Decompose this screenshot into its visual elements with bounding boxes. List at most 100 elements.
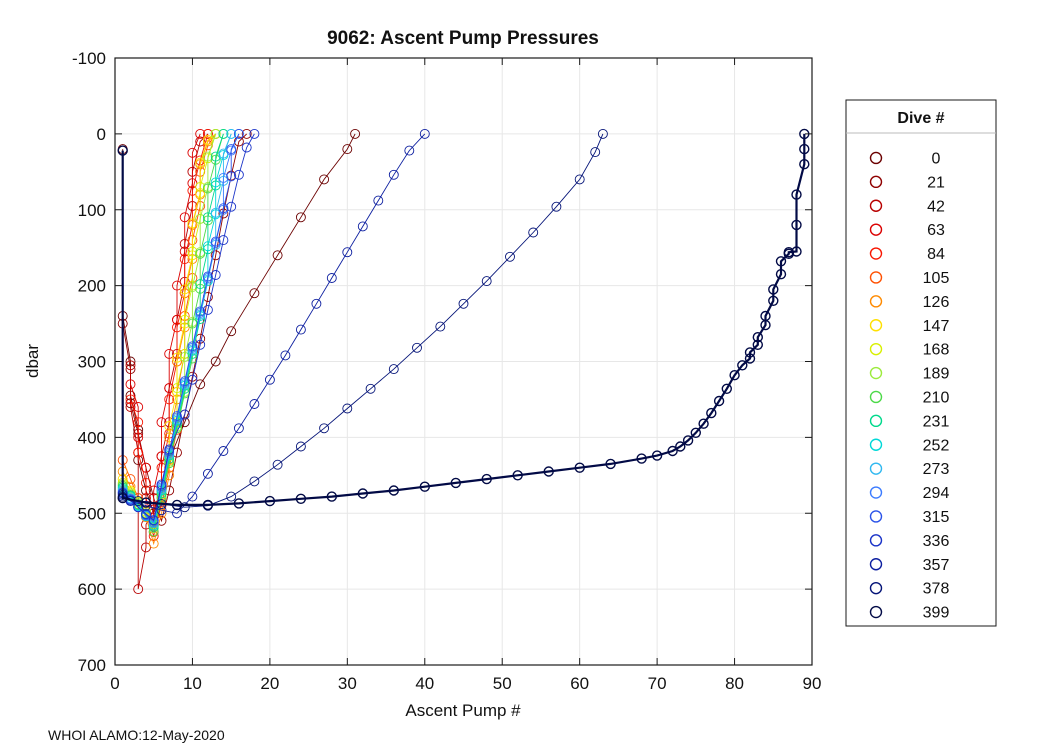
data-point-marker (574, 174, 585, 185)
y-tick-label: 300 (78, 353, 106, 372)
data-point-marker (226, 201, 237, 212)
data-point-marker (125, 379, 136, 390)
x-tick-label: 70 (648, 674, 667, 693)
legend-marker-icon (869, 438, 883, 451)
legend-item-84: 84 (869, 246, 945, 263)
data-point-marker (187, 178, 198, 189)
data-point-marker (791, 246, 802, 257)
data-point-marker (125, 402, 136, 412)
data-point-marker (752, 332, 763, 343)
data-point-marker (419, 128, 430, 139)
series-line (130, 133, 201, 525)
legend-item-315: 315 (869, 509, 950, 526)
data-point-marker (179, 376, 190, 387)
data-point-marker (744, 347, 756, 358)
y-tick-label: -100 (72, 49, 106, 68)
data-point-marker (141, 542, 151, 553)
data-point-marker (233, 498, 245, 509)
x-tick-label: 50 (493, 674, 512, 693)
data-point-marker (210, 128, 221, 139)
data-point-marker (435, 321, 446, 332)
data-point-marker (202, 271, 213, 282)
data-point-marker (481, 473, 492, 485)
y-tick-label: 0 (97, 125, 106, 144)
x-tick-label: 30 (338, 674, 357, 693)
legend-item-label: 210 (923, 389, 950, 406)
data-point-marker (388, 364, 399, 375)
data-point-marker (249, 399, 260, 409)
data-point-marker (218, 235, 229, 246)
data-point-marker (195, 379, 206, 390)
data-point-marker (179, 246, 190, 257)
legend-marker-icon (869, 366, 883, 380)
series (117, 128, 810, 595)
data-point-marker (218, 172, 229, 183)
series-line (122, 133, 248, 523)
legend-marker-icon (869, 605, 883, 619)
data-point-marker (512, 470, 523, 481)
legend-item-label: 42 (927, 198, 945, 215)
data-point-marker (187, 185, 198, 196)
data-point-marker (133, 502, 144, 513)
data-point-marker (744, 353, 756, 364)
legend-item-252: 252 (869, 437, 949, 454)
data-point-marker (667, 445, 678, 457)
data-point-marker (272, 250, 283, 261)
data-point-marker (218, 128, 229, 139)
data-point-marker (799, 143, 810, 155)
data-point-marker (179, 409, 190, 420)
legend-item-105: 105 (869, 270, 950, 287)
data-point-marker (141, 509, 151, 519)
legend-marker-icon (869, 581, 883, 595)
data-point-marker (164, 394, 175, 405)
data-point-marker (698, 418, 709, 429)
series-line (122, 133, 426, 514)
data-point-marker (233, 136, 244, 147)
data-point-marker (481, 276, 492, 287)
data-point-marker (195, 182, 206, 192)
data-point-marker (179, 254, 190, 265)
y-tick-label: 600 (78, 580, 106, 599)
data-point-marker (148, 538, 159, 549)
data-point-marker (636, 453, 647, 464)
data-point-marker (760, 310, 771, 322)
x-tick-label: 0 (110, 674, 119, 693)
legend-item-label: 399 (923, 605, 950, 622)
data-point-marker (210, 270, 221, 280)
data-point-marker (148, 515, 159, 526)
legend-marker-icon (869, 151, 883, 165)
x-tick-label: 20 (260, 674, 279, 693)
data-point-marker (187, 374, 198, 385)
data-point-marker (505, 251, 515, 262)
data-point-marker (171, 499, 183, 511)
data-point-marker (133, 447, 144, 458)
data-point-marker (706, 407, 717, 419)
y-tick-label: 400 (78, 428, 106, 447)
data-point-marker (195, 248, 206, 259)
legend-item-189: 189 (869, 366, 949, 383)
x-tick-label: 10 (183, 674, 202, 693)
data-point-marker (140, 497, 152, 508)
data-point-marker (226, 491, 237, 502)
legend-marker-icon (869, 271, 883, 284)
data-point-marker (172, 383, 182, 394)
legend-item-label: 315 (923, 509, 950, 526)
data-point-marker (319, 423, 330, 434)
data-point-marker (202, 134, 213, 145)
axis-ticks (114, 57, 813, 666)
data-point-marker (187, 318, 198, 329)
legend-title: Dive # (897, 110, 944, 127)
data-point-marker (226, 171, 237, 182)
data-point-marker (295, 441, 306, 452)
data-point-marker (172, 352, 182, 363)
data-point-marker (373, 195, 384, 206)
legend-item-label: 105 (923, 270, 950, 287)
data-point-marker (590, 147, 601, 158)
data-point-marker (365, 383, 376, 394)
data-point-marker (574, 462, 585, 473)
data-point-marker (783, 246, 794, 258)
x-tick-label: 40 (415, 674, 434, 693)
legend-marker-icon (869, 558, 883, 571)
data-point-marker (791, 219, 802, 231)
data-point-marker (226, 326, 237, 337)
